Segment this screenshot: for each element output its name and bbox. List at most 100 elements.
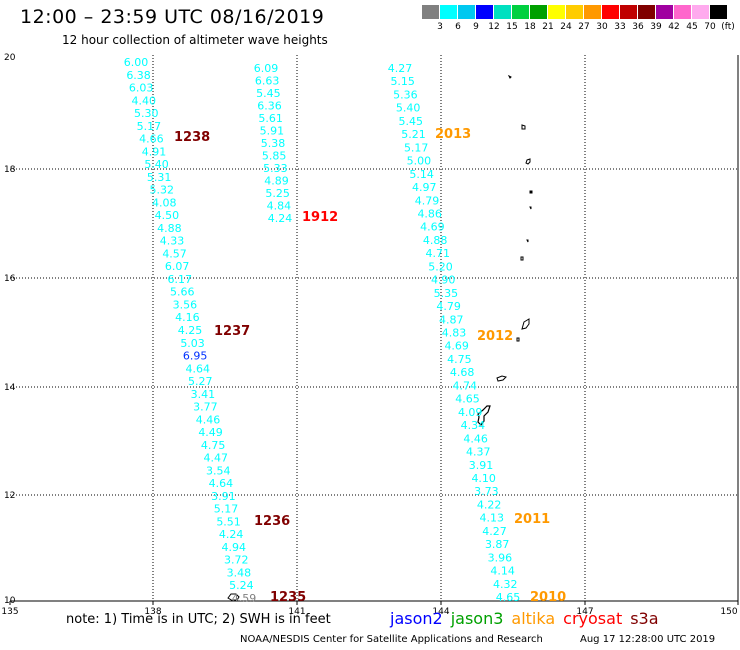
legend-label: 39: [650, 22, 662, 32]
wave-height-value: 3.72: [224, 554, 249, 567]
wave-height-value: 4.71: [426, 247, 451, 260]
longitude-label: 150: [720, 607, 737, 617]
latitude-label: 20: [4, 53, 16, 63]
time-label: 1237: [214, 324, 250, 339]
wave-height-value: 6.36: [257, 100, 282, 113]
legend-swatch: [422, 5, 440, 19]
wave-height-value: 3.41: [191, 388, 216, 401]
island-outline: [516, 318, 530, 342]
wave-height-value: 4.69: [444, 340, 469, 353]
wave-height-value: 4.49: [198, 426, 223, 439]
wave-height-value: 4.57: [162, 247, 187, 260]
wave-height-value: 5.32: [149, 184, 174, 197]
island-outline: [529, 206, 532, 210]
wave-height-value: 4.88: [423, 234, 448, 247]
island-outline: [496, 375, 507, 382]
wave-height-value: 5.51: [216, 515, 241, 528]
wave-height-value: 4.68: [450, 366, 475, 379]
legend-swatch: [656, 5, 674, 19]
legend-swatch: [620, 5, 638, 19]
wave-height-value: 4.46: [463, 432, 488, 445]
wave-height-value: 4.10: [471, 472, 496, 485]
wave-height-value: 5.40: [396, 102, 421, 115]
satellite-cryosat: cryosat: [563, 609, 623, 628]
island-outline: [521, 124, 526, 130]
wave-height-value: 4.79: [415, 194, 440, 207]
legend-swatch: [692, 5, 710, 19]
wave-height-value: 5.85: [262, 150, 287, 163]
land-outlines: [227, 74, 533, 602]
wave-height-value: 5.27: [188, 375, 213, 388]
track-1912: 6.096.635.456.365.615.915.385.855.334.89…: [254, 62, 293, 225]
wave-height-value: 4.09: [458, 406, 483, 419]
wave-height-value: 4.50: [155, 209, 180, 222]
satellite-jason3: jason3: [450, 609, 504, 628]
wave-height-value: 4.59: [232, 592, 257, 605]
track-1238-1236: 6.006.386.034.405.305.174.664.915.405.31…: [124, 56, 257, 605]
legend-swatch: [710, 5, 728, 19]
wave-height-value: 5.14: [409, 168, 434, 181]
wave-height-value: 5.91: [260, 125, 285, 138]
wave-height-value: 5.24: [229, 579, 254, 592]
time-labels: 1238 1237 1236 1235 1912 2013 2012 2011 2010: [174, 127, 566, 605]
altimeter-tracks: 6.006.386.034.405.305.174.664.915.405.31…: [124, 56, 521, 605]
legend-label: 18: [524, 22, 536, 32]
legend-label: 36: [632, 22, 644, 32]
wave-height-value: 4.75: [447, 353, 472, 366]
longitude-label: 138: [144, 607, 161, 617]
island-outline: [529, 190, 533, 194]
wave-height-value: 5.17: [214, 503, 239, 516]
time-label: 1912: [302, 210, 338, 225]
wave-height-value: 4.24: [268, 212, 293, 225]
wave-height-value: 4.79: [436, 300, 461, 313]
wave-height-value: 4.33: [160, 235, 185, 248]
longitude-label: 144: [432, 607, 449, 617]
wave-height-value: 6.95: [183, 350, 208, 363]
island-outline: [520, 256, 524, 261]
wave-height-value: 4.14: [490, 565, 515, 578]
time-label: 2012: [477, 329, 513, 344]
wave-height-value: 6.00: [124, 56, 149, 69]
legend-swatch: [638, 5, 656, 19]
legend-swatch: [512, 5, 530, 19]
footer-note: note: 1) Time is in UTC; 2) SWH is in fe…: [66, 612, 331, 627]
wave-height-value: 4.86: [417, 207, 442, 220]
legend-swatch: [476, 5, 494, 19]
wave-height-value: 4.65: [455, 393, 480, 406]
wave-height-value: 5.20: [428, 260, 453, 273]
satellite-altika: altika: [511, 609, 556, 628]
wave-height-value: 6.17: [167, 273, 192, 286]
wave-height-value: 4.97: [412, 181, 437, 194]
time-label: 2013: [435, 127, 471, 142]
wave-height-value: 4.83: [442, 327, 467, 340]
longitude-label: 141: [288, 607, 305, 617]
time-label: 1235: [270, 590, 306, 605]
latitude-label: 18: [4, 165, 16, 175]
legend-label: 3: [437, 22, 443, 32]
wave-height-value: 4.74: [453, 379, 478, 392]
wave-height-value: 5.33: [263, 162, 288, 175]
wave-height-value: 4.90: [431, 274, 456, 287]
legend-label: 42: [668, 22, 680, 32]
generated-timestamp: Aug 17 12:28:00 UTC 2019: [580, 634, 716, 645]
axis-labels: 135 138 141 144 147 150 20 18 16 14 12 10: [1, 53, 737, 617]
wave-height-value: 3.48: [227, 566, 252, 579]
wave-height-value: 4.65: [496, 591, 521, 604]
map-grid: [9, 55, 739, 605]
time-label: 2010: [530, 590, 566, 605]
time-label: 2011: [514, 512, 550, 527]
wave-height-value: 4.40: [131, 94, 156, 107]
wave-height-value: 5.30: [134, 107, 159, 120]
legend-swatch: [440, 5, 458, 19]
credit-line: NOAA/NESDIS Center for Satellite Applica…: [240, 634, 543, 645]
legend-label: 30: [596, 22, 608, 32]
wave-height-value: 3.73: [474, 485, 499, 498]
island-outline: [227, 593, 240, 602]
satellite-s3a: s3a: [630, 609, 659, 628]
wave-height-value: 4.91: [142, 145, 167, 158]
wave-height-value: 5.17: [404, 141, 429, 154]
legend-label: (ft): [721, 22, 735, 32]
wave-height-value: 4.64: [185, 362, 210, 375]
wave-height-value: 3.56: [173, 298, 198, 311]
